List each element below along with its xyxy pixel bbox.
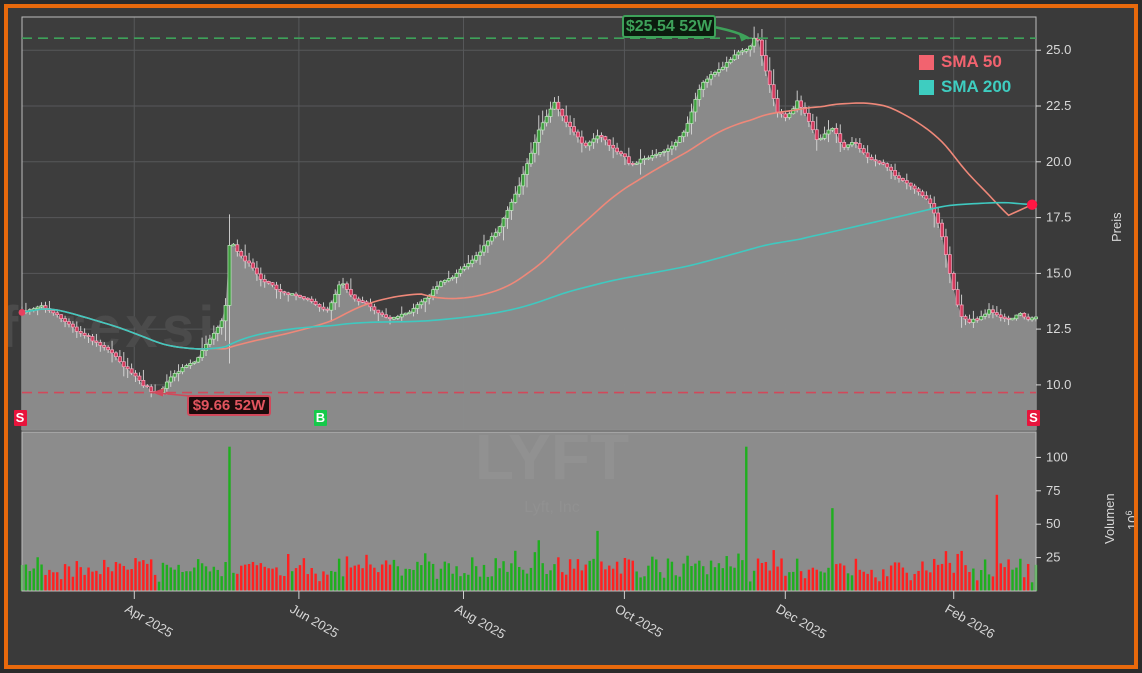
svg-text:50: 50 <box>1046 516 1060 531</box>
svg-text:15.0: 15.0 <box>1046 265 1071 280</box>
svg-text:20.0: 20.0 <box>1046 154 1071 169</box>
svg-text:12.5: 12.5 <box>1046 321 1071 336</box>
svg-text:25: 25 <box>1046 550 1060 565</box>
svg-text:100: 100 <box>1046 449 1068 464</box>
svg-text:25.0: 25.0 <box>1046 42 1071 57</box>
svg-text:Lyft, Inc: Lyft, Inc <box>524 499 579 516</box>
svg-text:22.5: 22.5 <box>1046 98 1071 113</box>
svg-text:17.5: 17.5 <box>1046 210 1071 225</box>
svg-text:75: 75 <box>1046 483 1060 498</box>
svg-text:10.0: 10.0 <box>1046 377 1071 392</box>
